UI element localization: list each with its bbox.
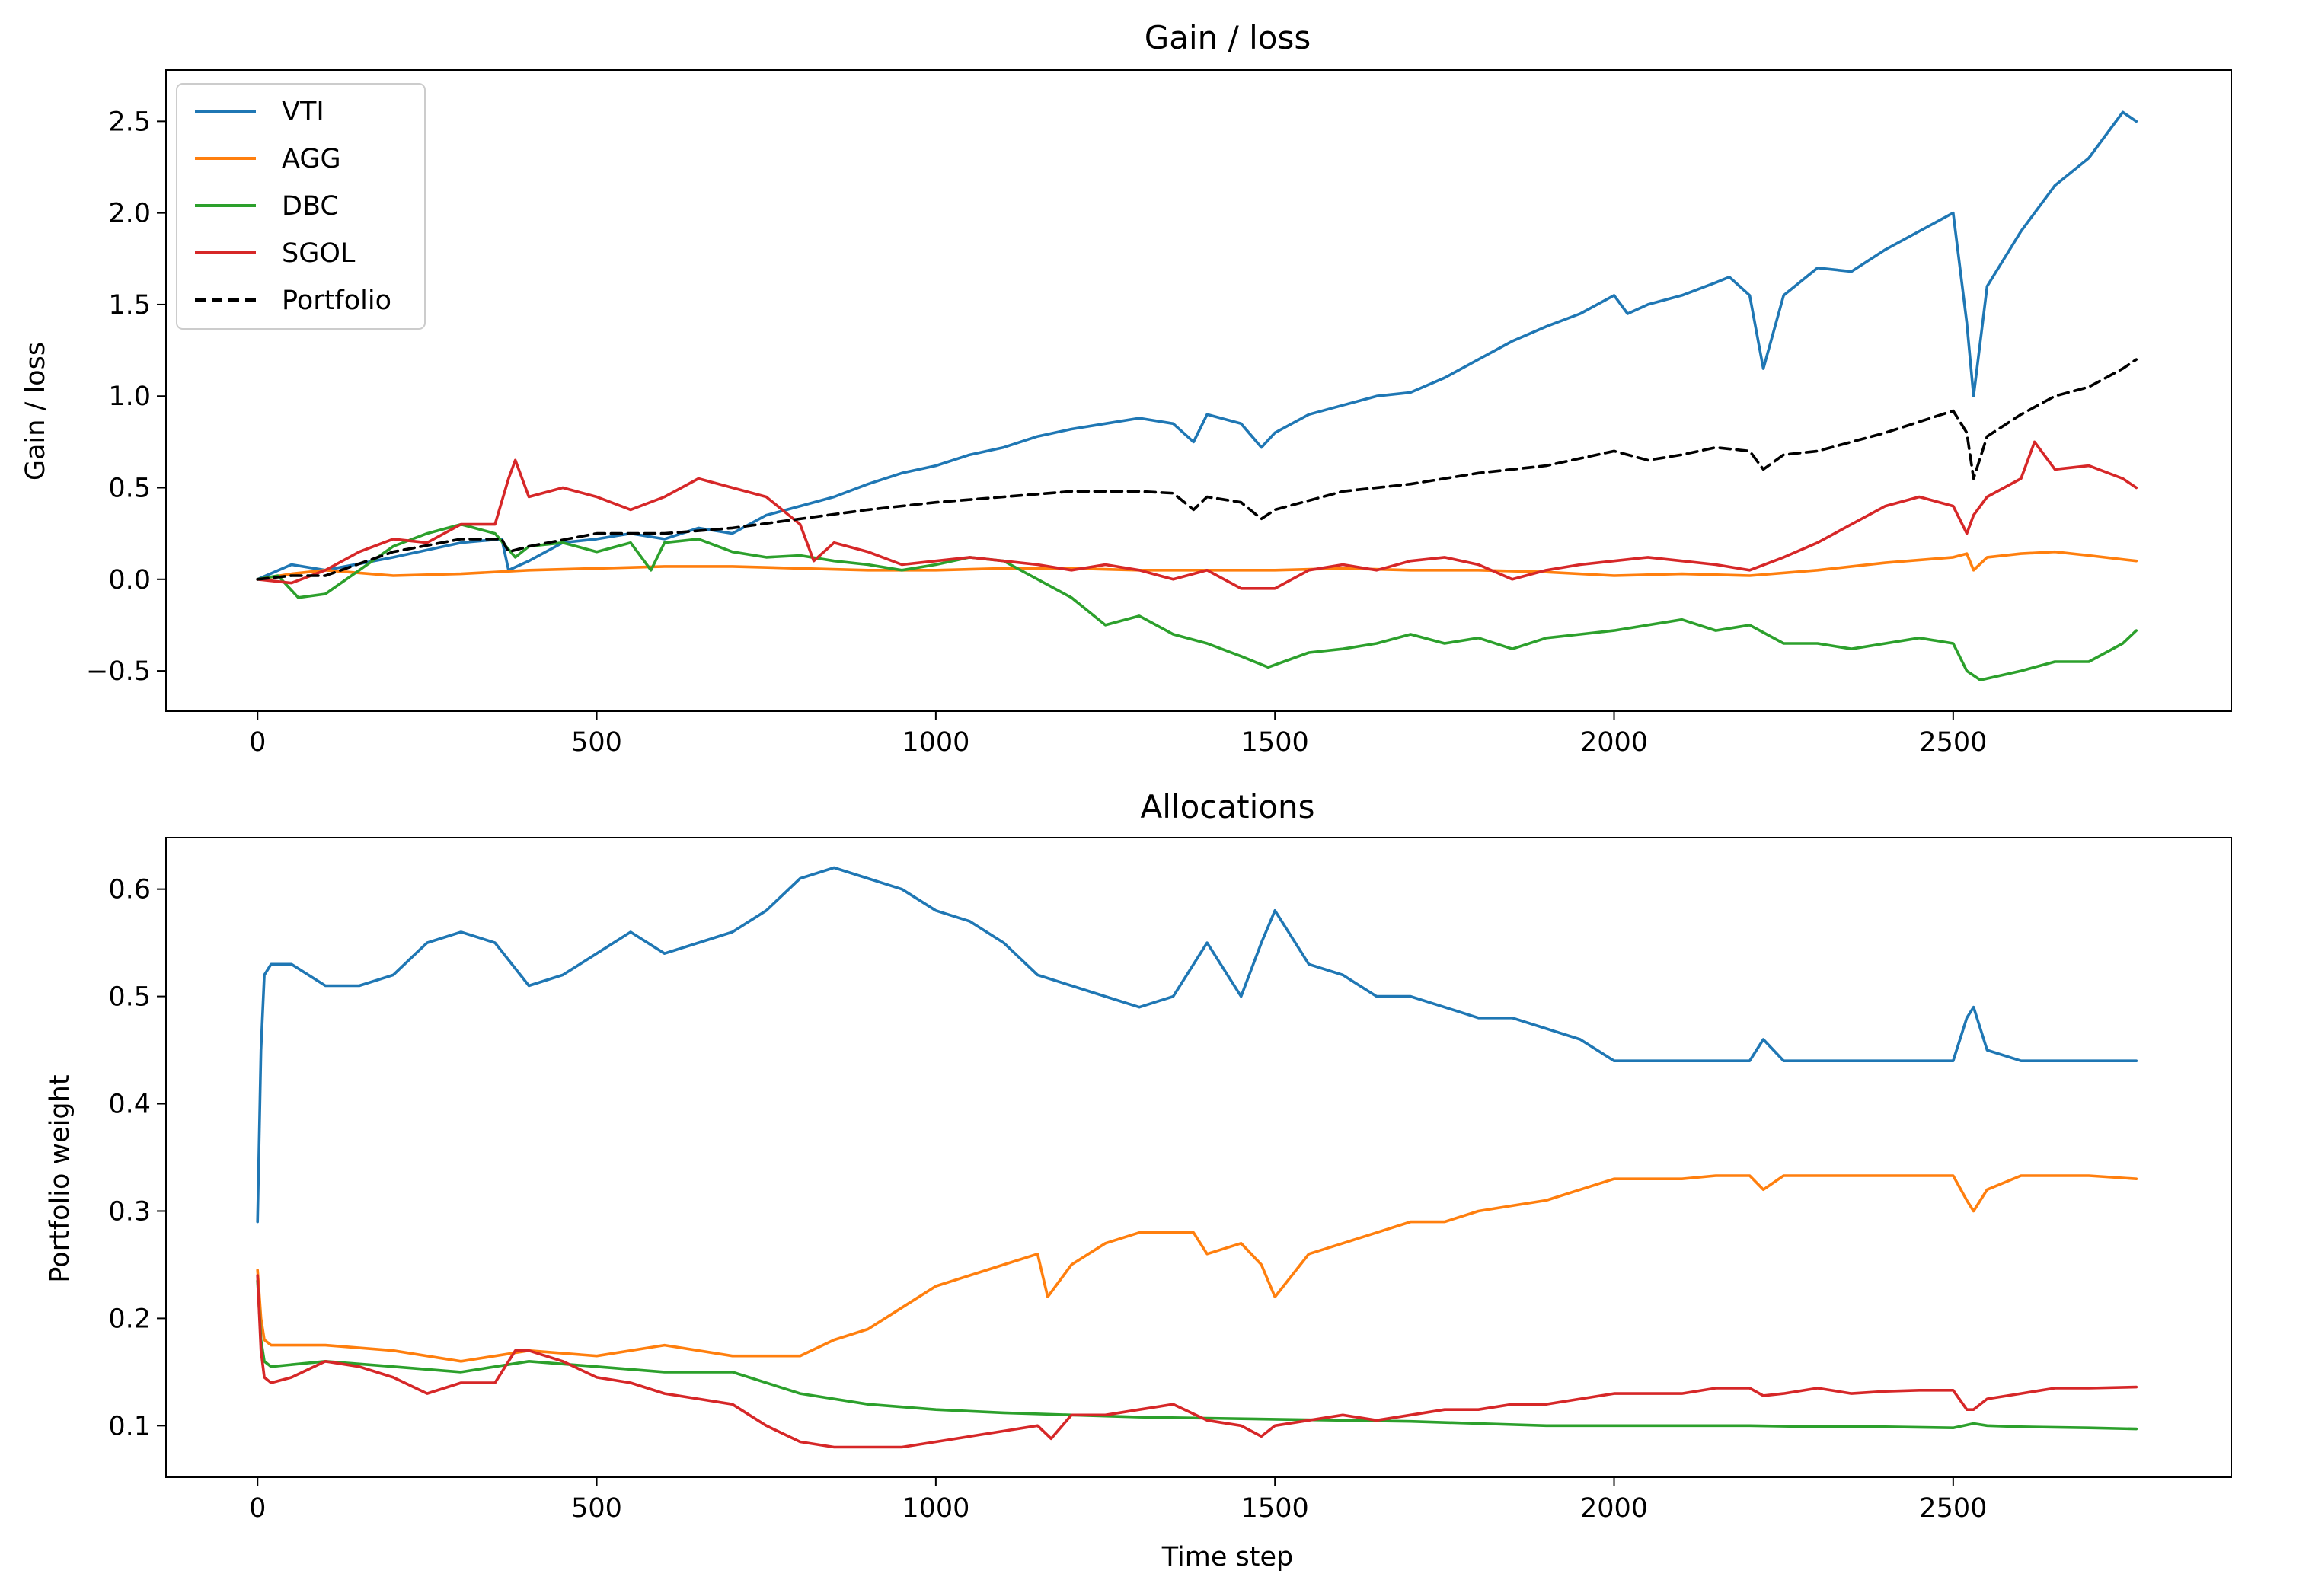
legend-entry-sgol: SGOL xyxy=(195,238,356,269)
allocations-xtick-label: 1500 xyxy=(1241,1493,1309,1524)
gain-loss-xtick-label: 500 xyxy=(571,727,622,758)
legend-label-vti: VTI xyxy=(282,97,324,127)
legend-frame xyxy=(176,83,426,330)
allocations-series-agg xyxy=(256,1174,2138,1363)
legend: VTI AGG DBC SGOL Portfolio xyxy=(176,83,426,330)
gain-loss-ytick-label: 1.5 xyxy=(108,290,151,321)
gain-loss-xtick-label: 1000 xyxy=(902,727,969,758)
legend-label-agg: AGG xyxy=(282,144,341,174)
gain-loss-ytick-label: 0.0 xyxy=(108,565,151,595)
gain-loss-axes-frame xyxy=(165,69,2232,712)
allocations-ytick-label: 0.1 xyxy=(108,1411,151,1441)
allocations-title: Allocations xyxy=(1141,788,1315,825)
legend-label-sgol: SGOL xyxy=(282,238,356,269)
legend-label-portfolio: Portfolio xyxy=(282,286,391,316)
gain-loss-series-sgol xyxy=(256,440,2138,590)
allocations-ylabel: Portfolio weight xyxy=(45,1074,75,1282)
allocations-chart: Allocations Portfolio weight Time step 0… xyxy=(45,788,2232,1572)
legend-entry-portfolio: Portfolio xyxy=(195,286,391,316)
gain-loss-ytick-label: 1.0 xyxy=(108,381,151,412)
legend-entry-dbc: DBC xyxy=(195,191,339,222)
gain-loss-ytick-label: 0.5 xyxy=(108,474,151,504)
allocations-series-sgol xyxy=(256,1274,2138,1449)
gain-loss-title: Gain / loss xyxy=(1145,19,1311,56)
legend-label-dbc: DBC xyxy=(282,191,339,222)
allocations-ytick-label: 0.2 xyxy=(108,1304,151,1334)
allocations-xtick-label: 2000 xyxy=(1580,1493,1648,1524)
allocations-ytick-label: 0.6 xyxy=(108,875,151,905)
gain-loss-series-vti xyxy=(256,110,2138,581)
gain-loss-ylabel: Gain / loss xyxy=(21,342,51,480)
gain-loss-plot-area: 0 500 1000 1500 2000 2500 −0.5 0.0 0.5 1.0 1.5 2.0 2… xyxy=(86,69,2232,758)
gain-loss-chart: Gain / loss Gain / loss 0 500 1000 1500 2000… xyxy=(21,19,2232,758)
allocations-ytick-label: 0.3 xyxy=(108,1196,151,1227)
gain-loss-xtick-label: 0 xyxy=(249,727,266,758)
allocations-xlabel: Time step xyxy=(1161,1542,1294,1572)
allocations-ytick-label: 0.4 xyxy=(108,1090,151,1120)
gain-loss-ytick-label: −0.5 xyxy=(86,656,151,687)
legend-entry-agg: AGG xyxy=(195,144,341,174)
gain-loss-xtick-label: 1500 xyxy=(1241,727,1309,758)
gain-loss-series-portfolio xyxy=(256,358,2138,581)
gain-loss-xtick-label: 2000 xyxy=(1580,727,1648,758)
allocations-ytick-label: 0.5 xyxy=(108,982,151,1013)
allocations-series-vti xyxy=(256,866,2138,1224)
allocations-plot-area: 0 500 1000 1500 2000 2500 0.1 0.2 0.3 0.4 0.5 0.6 xyxy=(108,837,2232,1524)
gain-loss-ytick-label: 2.5 xyxy=(108,107,151,137)
allocations-xtick-label: 1000 xyxy=(902,1493,969,1524)
allocations-xtick-label: 2500 xyxy=(1919,1493,1987,1524)
allocations-axes-frame xyxy=(165,837,2232,1478)
gain-loss-xtick-label: 2500 xyxy=(1919,727,1987,758)
allocations-xtick-label: 500 xyxy=(571,1493,622,1524)
allocations-xtick-label: 0 xyxy=(249,1493,266,1524)
allocations-series-dbc xyxy=(256,1279,2138,1431)
legend-entry-vti: VTI xyxy=(195,97,324,127)
gain-loss-ytick-label: 2.0 xyxy=(108,199,151,229)
